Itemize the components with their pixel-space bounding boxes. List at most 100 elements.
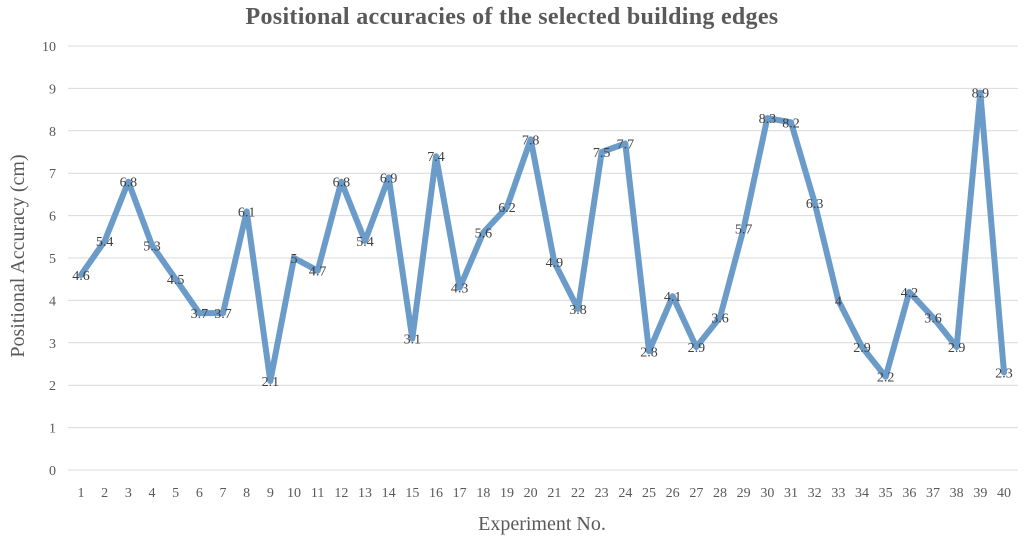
x-tick-label: 33 xyxy=(831,486,845,501)
data-label: 2.9 xyxy=(853,341,871,356)
data-label: 6.8 xyxy=(120,176,138,191)
y-tick-label: 2 xyxy=(49,379,56,394)
data-label: 2.3 xyxy=(995,366,1013,381)
data-label: 2.1 xyxy=(262,375,280,390)
chart-title: Positional accuracies of the selected bu… xyxy=(245,4,779,30)
x-tick-label: 39 xyxy=(973,486,987,501)
data-label: 6.9 xyxy=(380,171,398,186)
x-tick-label: 32 xyxy=(808,486,822,501)
y-tick-label: 4 xyxy=(49,294,56,309)
y-tick-label: 10 xyxy=(42,40,56,55)
x-tick-label: 23 xyxy=(595,486,609,501)
y-axis-ticks: 0 1 2 3 4 5 6 7 8 9 10 xyxy=(42,40,56,479)
x-tick-label: 7 xyxy=(220,486,227,501)
x-tick-label: 40 xyxy=(997,486,1011,501)
data-label: 5.4 xyxy=(96,235,114,250)
x-tick-label: 8 xyxy=(243,486,250,501)
data-label: 4.5 xyxy=(167,273,185,288)
data-label: 5.3 xyxy=(143,239,161,254)
y-tick-label: 5 xyxy=(49,252,56,267)
y-tick-label: 7 xyxy=(49,167,56,182)
x-tick-label: 18 xyxy=(476,486,490,501)
x-tick-label: 26 xyxy=(666,486,680,501)
y-tick-label: 9 xyxy=(49,82,56,97)
data-label: 4.3 xyxy=(451,282,469,297)
data-label: 4.2 xyxy=(901,286,919,301)
data-label: 8.3 xyxy=(759,112,777,127)
x-tick-label: 4 xyxy=(149,486,156,501)
series-line xyxy=(78,89,1007,384)
data-label: 3.6 xyxy=(711,311,729,326)
data-label: 4.9 xyxy=(546,256,564,271)
x-tick-label: 24 xyxy=(618,486,632,501)
x-tick-label: 16 xyxy=(429,486,443,501)
y-tick-label: 1 xyxy=(49,422,56,437)
x-tick-label: 20 xyxy=(524,486,538,501)
x-tick-label: 28 xyxy=(713,486,727,501)
data-label: 3.7 xyxy=(191,307,209,322)
data-label: 8.2 xyxy=(782,116,800,131)
data-label: 8.9 xyxy=(972,87,990,102)
x-tick-label: 6 xyxy=(196,486,203,501)
x-tick-label: 34 xyxy=(855,486,869,501)
data-label: 3.1 xyxy=(404,333,422,348)
y-tick-label: 6 xyxy=(49,210,56,225)
data-label: 2.9 xyxy=(688,341,706,356)
y-tick-label: 8 xyxy=(49,125,56,140)
data-label: 7.4 xyxy=(427,150,445,165)
x-axis-title: Experiment No. xyxy=(478,513,606,535)
data-label: 3.6 xyxy=(924,311,942,326)
data-label: 6.2 xyxy=(498,201,516,216)
x-axis-ticks: 1 2 3 4 5 6 7 8 9 10 11 12 13 14 15 16 17 18 19 20 21 22 23 24 2… xyxy=(78,486,1012,501)
data-label: 3.7 xyxy=(214,307,232,322)
data-labels: 4.6 5.4 6.8 5.3 4.5 3.7 3.7 6.1 2.1 5 4.7 6.8 5.4 6.9… xyxy=(72,87,1013,390)
x-tick-label: 22 xyxy=(571,486,585,501)
x-tick-label: 5 xyxy=(172,486,179,501)
x-tick-label: 3 xyxy=(125,486,132,501)
x-tick-label: 25 xyxy=(642,486,656,501)
series-polyline xyxy=(78,89,1007,384)
data-label: 6.1 xyxy=(238,205,256,220)
data-label: 4 xyxy=(835,294,842,309)
data-label: 5.6 xyxy=(475,227,493,242)
data-label: 5.4 xyxy=(356,235,374,250)
x-tick-label: 17 xyxy=(453,486,467,501)
x-tick-label: 30 xyxy=(760,486,774,501)
x-tick-label: 12 xyxy=(334,486,348,501)
x-tick-label: 13 xyxy=(358,486,372,501)
data-label: 2.8 xyxy=(640,345,658,360)
x-tick-label: 21 xyxy=(547,486,561,501)
x-tick-label: 31 xyxy=(784,486,798,501)
data-label: 4.1 xyxy=(664,290,682,305)
data-label: 2.9 xyxy=(948,341,966,356)
data-label: 2.2 xyxy=(877,371,895,386)
x-tick-label: 19 xyxy=(500,486,514,501)
data-label: 7.5 xyxy=(593,146,611,161)
x-tick-label: 14 xyxy=(382,486,396,501)
data-label: 5 xyxy=(291,252,298,267)
data-label: 6.8 xyxy=(333,176,351,191)
data-label: 4.7 xyxy=(309,265,327,280)
x-tick-label: 36 xyxy=(902,486,916,501)
data-label: 7.7 xyxy=(617,138,635,153)
y-tick-label: 3 xyxy=(49,337,56,352)
data-label: 5.7 xyxy=(735,222,753,237)
x-tick-label: 15 xyxy=(405,486,419,501)
grid-lines xyxy=(68,45,1018,471)
x-tick-label: 9 xyxy=(267,486,274,501)
x-tick-label: 1 xyxy=(78,486,85,501)
y-tick-label: 0 xyxy=(49,464,56,479)
x-tick-label: 38 xyxy=(950,486,964,501)
x-tick-label: 29 xyxy=(737,486,751,501)
y-axis-title: Positional Accuracy (cm) xyxy=(7,154,29,357)
x-tick-label: 11 xyxy=(311,486,324,501)
x-tick-label: 37 xyxy=(926,486,940,501)
x-tick-label: 10 xyxy=(287,486,301,501)
x-tick-label: 27 xyxy=(689,486,703,501)
data-label: 4.6 xyxy=(72,269,90,284)
x-tick-label: 35 xyxy=(879,486,893,501)
data-label: 7.8 xyxy=(522,133,540,148)
data-label: 3.8 xyxy=(569,303,587,318)
data-label: 6.3 xyxy=(806,197,824,212)
